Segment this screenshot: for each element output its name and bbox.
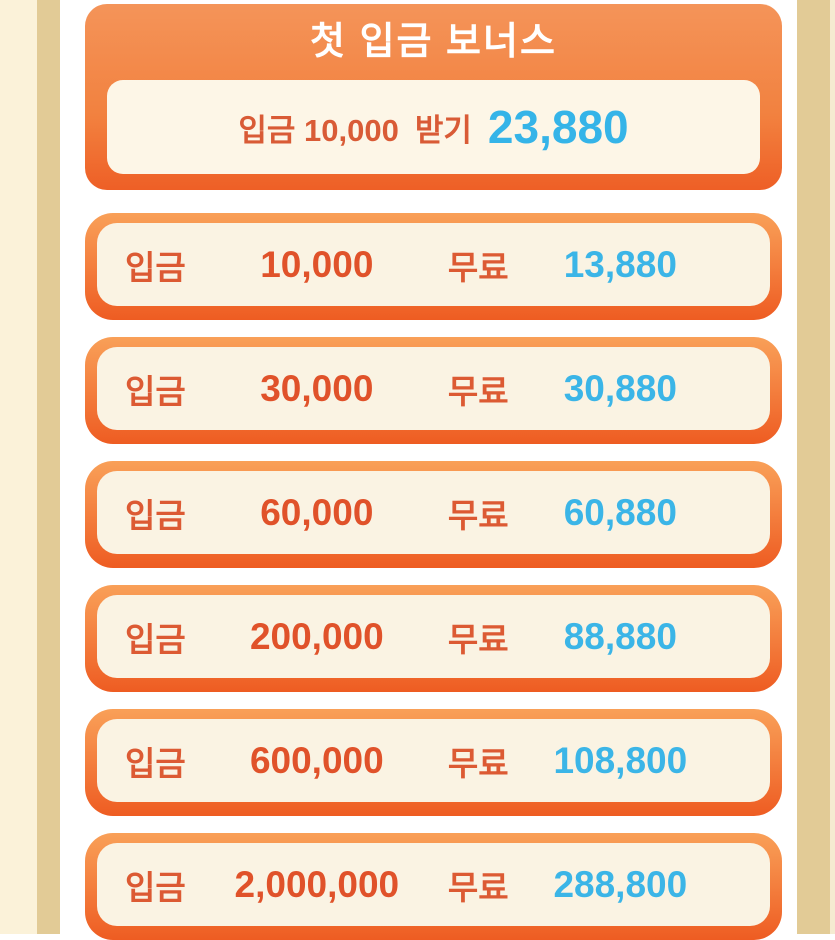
free-bonus-value: 60,880 xyxy=(563,491,677,533)
deposit-tier-row-inner: 입금 10,000 무료 13,880 xyxy=(97,223,770,306)
header-deposit-amount: 10,000 xyxy=(304,112,399,148)
free-label: 무료 xyxy=(447,372,509,410)
first-deposit-bonus-card: 첫 입금 보너스 입금 10,000 받기 23,880 xyxy=(85,4,782,190)
deposit-amount: 30,000 xyxy=(260,367,374,409)
deposit-tier-row-inner: 입금 60,000 무료 60,880 xyxy=(97,471,770,554)
left-cream-strip xyxy=(0,0,37,934)
header-deposit-word: 입금 xyxy=(238,112,296,148)
deposit-tier-row[interactable]: 입금 200,000 무료 88,880 xyxy=(85,585,782,692)
left-tan-strip xyxy=(37,0,60,934)
claim-button-label[interactable]: 받기 xyxy=(414,112,472,148)
deposit-tier-row[interactable]: 입금 10,000 무료 13,880 xyxy=(85,213,782,320)
free-label: 무료 xyxy=(447,248,509,286)
deposit-tier-row-inner: 입금 200,000 무료 88,880 xyxy=(97,595,770,678)
header-deposit-label: 입금 10,000 xyxy=(238,105,399,150)
free-bonus-value: 108,800 xyxy=(553,739,688,781)
first-deposit-claim-row[interactable]: 입금 10,000 받기 23,880 xyxy=(107,80,760,174)
free-label: 무료 xyxy=(447,744,509,782)
deposit-label: 입금 xyxy=(125,372,186,410)
right-tan-strip xyxy=(797,0,830,934)
deposit-amount: 600,000 xyxy=(249,739,384,781)
deposit-amount: 60,000 xyxy=(260,491,374,533)
deposit-label: 입금 xyxy=(125,248,186,286)
deposit-label: 입금 xyxy=(125,496,186,534)
bonus-panel: 첫 입금 보너스 입금 10,000 받기 23,880 입금 10,000 무… xyxy=(85,4,782,940)
free-bonus-value: 13,880 xyxy=(563,243,677,285)
deposit-label: 입금 xyxy=(125,868,186,906)
free-bonus-value: 288,800 xyxy=(553,863,688,905)
deposit-label: 입금 xyxy=(125,744,186,782)
deposit-tier-row-inner: 입금 30,000 무료 30,880 xyxy=(97,347,770,430)
deposit-tier-row[interactable]: 입금 30,000 무료 30,880 xyxy=(85,337,782,444)
deposit-tier-row[interactable]: 입금 60,000 무료 60,880 xyxy=(85,461,782,568)
free-bonus-value: 30,880 xyxy=(563,367,677,409)
deposit-tier-row-inner: 입금 600,000 무료 108,800 xyxy=(97,719,770,802)
deposit-amount: 2,000,000 xyxy=(234,863,400,905)
deposit-tier-row[interactable]: 입금 2,000,000 무료 288,800 xyxy=(85,833,782,940)
header-bonus-value: 23,880 xyxy=(487,101,629,153)
deposit-amount: 10,000 xyxy=(260,243,374,285)
free-label: 무료 xyxy=(447,868,509,906)
right-cream-strip xyxy=(830,0,835,934)
free-bonus-value: 88,880 xyxy=(563,615,677,657)
deposit-amount: 200,000 xyxy=(249,615,384,657)
deposit-tier-row-inner: 입금 2,000,000 무료 288,800 xyxy=(97,843,770,926)
free-label: 무료 xyxy=(447,620,509,658)
deposit-tier-list: 입금 10,000 무료 13,880 입금 30,000 무료 30,880 … xyxy=(85,213,782,940)
free-label: 무료 xyxy=(447,496,509,534)
first-deposit-bonus-title: 첫 입금 보너스 xyxy=(310,21,557,63)
deposit-tier-row[interactable]: 입금 600,000 무료 108,800 xyxy=(85,709,782,816)
deposit-label: 입금 xyxy=(125,620,186,658)
